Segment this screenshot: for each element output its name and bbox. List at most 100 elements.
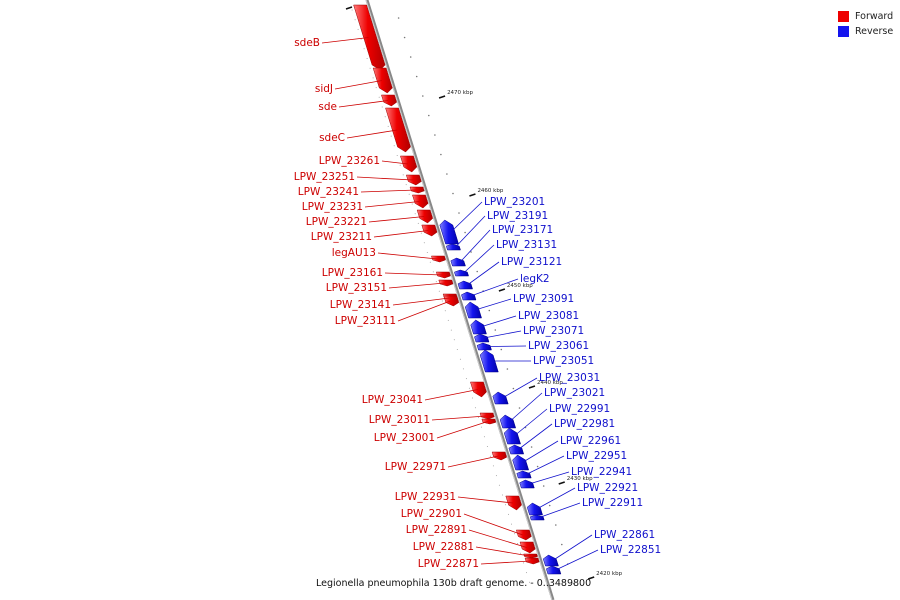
forward-gene-feature <box>435 271 451 279</box>
gene-leader-line <box>436 421 488 439</box>
legend: Forward Reverse <box>838 9 893 39</box>
gene-label-lpw_22971[interactable]: LPW_22971 <box>385 461 446 473</box>
reverse-gene-shape <box>503 427 521 445</box>
reverse-gene-feature <box>519 479 535 489</box>
gene-label-lpw_23191[interactable]: LPW_23191 <box>487 210 548 222</box>
reverse-gene-shape <box>445 243 461 251</box>
major-tick <box>498 288 506 292</box>
gene-leader-line <box>457 496 513 504</box>
minor-tick-dot <box>438 290 440 292</box>
forward-swatch <box>838 11 849 22</box>
minor-tick-dot <box>492 465 494 467</box>
gene-label-lpw_23021[interactable]: LPW_23021 <box>544 387 605 399</box>
gene-label-lpw_23141[interactable]: LPW_23141 <box>330 299 391 311</box>
gene-label-lpw_23201[interactable]: LPW_23201 <box>484 196 545 208</box>
major-tick <box>558 481 565 485</box>
gene-label-lpw_22851[interactable]: LPW_22851 <box>600 544 661 556</box>
gene-label-lpw_22871[interactable]: LPW_22871 <box>418 558 479 570</box>
gene-label-lpw_23241[interactable]: LPW_23241 <box>298 186 359 198</box>
tick-label: 2470 kbp <box>447 90 473 96</box>
gene-label-lpw_22861[interactable]: LPW_22861 <box>594 529 655 541</box>
minor-tick-dot <box>483 436 485 438</box>
gene-label-lpw_23221[interactable]: LPW_23221 <box>306 216 367 228</box>
gene-label-lpw_22931[interactable]: LPW_22931 <box>395 491 456 503</box>
gene-label-lpw_22941[interactable]: LPW_22941 <box>571 466 632 478</box>
gene-label-lpw_22951[interactable]: LPW_22951 <box>566 450 627 462</box>
gene-label-lpw_23251[interactable]: LPW_23251 <box>294 171 355 183</box>
gene-label-sdec[interactable]: sdeC <box>319 132 345 144</box>
minor-tick-dot <box>403 36 406 39</box>
gene-label-lpw_22981[interactable]: LPW_22981 <box>554 418 615 430</box>
major-tick <box>469 193 476 197</box>
gene-leader-line <box>463 244 495 274</box>
gene-label-lpw_22991[interactable]: LPW_22991 <box>549 403 610 415</box>
minor-tick-dot <box>508 513 509 515</box>
gene-label-lpw_23061[interactable]: LPW_23061 <box>528 340 589 352</box>
minor-tick-dot <box>480 426 482 428</box>
gene-label-lpw_23231[interactable]: LPW_23231 <box>302 201 363 213</box>
gene-label-lpw_23131[interactable]: LPW_23131 <box>496 239 557 251</box>
reverse-gene-feature <box>499 414 517 429</box>
gene-label-lpw_22881[interactable]: LPW_22881 <box>413 541 474 553</box>
gene-leader-line <box>528 471 570 485</box>
minor-tick-dot <box>542 485 545 487</box>
gene-label-lpw_23051[interactable]: LPW_23051 <box>533 355 594 367</box>
gene-label-lpw_23071[interactable]: LPW_23071 <box>523 325 584 337</box>
gene-label-lpw_23111[interactable]: LPW_23111 <box>335 315 396 327</box>
gene-label-lpw_23211[interactable]: LPW_23211 <box>311 231 372 243</box>
minor-tick-dot <box>477 416 479 418</box>
gene-label-sidj[interactable]: sidJ <box>315 83 333 95</box>
gene-label-lpw_22961[interactable]: LPW_22961 <box>560 435 621 447</box>
tick-label: 2430 kbp <box>567 476 593 482</box>
gene-label-lpw_23151[interactable]: LPW_23151 <box>326 282 387 294</box>
reverse-swatch <box>838 26 849 37</box>
gene-label-lpw_23031[interactable]: LPW_23031 <box>539 372 600 384</box>
forward-gene-feature <box>505 495 522 511</box>
minor-tick-dot <box>435 281 437 283</box>
axis-start-mark <box>345 6 353 10</box>
forward-gene-feature <box>385 107 411 153</box>
gene-label-sde[interactable]: sde <box>318 101 337 113</box>
gene-label-lpw_23171[interactable]: LPW_23171 <box>492 224 553 236</box>
minor-tick-dot <box>453 339 455 341</box>
gene-label-lpw_23011[interactable]: LPW_23011 <box>369 414 430 426</box>
gene-leader-line <box>513 408 548 437</box>
gene-label-lpw_22921[interactable]: LPW_22921 <box>577 482 638 494</box>
forward-gene-feature <box>381 94 397 107</box>
reverse-gene-feature <box>512 454 530 471</box>
gene-label-lpw_22891[interactable]: LPW_22891 <box>406 524 467 536</box>
tick-label: 2450 kbp <box>507 283 533 289</box>
minor-tick-dot <box>458 212 460 214</box>
legend-forward: Forward <box>838 9 893 24</box>
minor-tick-dot <box>381 106 383 108</box>
gene-label-lpw_23001[interactable]: LPW_23001 <box>374 432 435 444</box>
forward-gene-feature <box>412 194 429 209</box>
tick-label: 2440 kbp <box>537 380 563 386</box>
gene-label-legau13[interactable]: legAU13 <box>332 247 376 259</box>
genome-caption: Legionella pneumophila 130b draft genome… <box>316 578 592 589</box>
forward-gene-shape <box>523 553 538 559</box>
reverse-gene-shape <box>457 280 473 290</box>
minor-tick-dot <box>417 222 419 224</box>
reverse-gene-shape <box>470 319 487 335</box>
gene-label-lpw_23261[interactable]: LPW_23261 <box>319 155 380 167</box>
gene-label-lpw_23091[interactable]: LPW_23091 <box>513 293 574 305</box>
minor-tick-dot <box>514 533 515 535</box>
gene-label-lpw_23081[interactable]: LPW_23081 <box>518 310 579 322</box>
gene-label-lpw_23121[interactable]: LPW_23121 <box>501 256 562 268</box>
gene-label-lpw_22911[interactable]: LPW_22911 <box>582 497 643 509</box>
gene-label-lpw_23161[interactable]: LPW_23161 <box>322 267 383 279</box>
forward-gene-feature <box>416 209 433 224</box>
gene-label-sdeb[interactable]: sdeB <box>294 37 320 49</box>
minor-tick-dot <box>428 114 430 117</box>
gene-label-lpw_22901[interactable]: LPW_22901 <box>401 508 462 520</box>
gene-leader-line <box>474 298 512 311</box>
gene-label-lpw_23041[interactable]: LPW_23041 <box>362 394 423 406</box>
minor-tick-dot <box>422 95 424 97</box>
gene-leader-line <box>321 37 369 44</box>
reverse-gene-feature <box>457 280 473 290</box>
gene-label-legk2[interactable]: legK2 <box>520 273 550 285</box>
minor-tick-dot <box>366 58 368 59</box>
gene-leader-line <box>388 282 445 289</box>
